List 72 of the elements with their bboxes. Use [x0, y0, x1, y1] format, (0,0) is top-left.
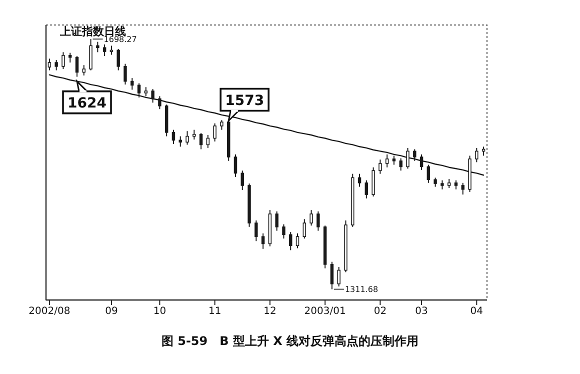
candlestick	[186, 130, 189, 146]
candlestick	[310, 210, 313, 226]
chart-title: 上证指数日线	[59, 25, 126, 38]
candlestick	[62, 52, 65, 70]
candlestick	[116, 48, 120, 71]
candlestick	[130, 78, 134, 90]
candlestick	[240, 170, 244, 190]
candlestick	[440, 180, 444, 190]
candlestick	[337, 266, 340, 287]
x-tick-label: 03	[415, 306, 428, 317]
candlestick	[144, 86, 148, 97]
annotation: 1624	[68, 95, 107, 112]
candlestick	[364, 180, 368, 199]
candlestick	[426, 164, 430, 184]
x-tick-label: 02	[374, 306, 387, 317]
candlestick	[378, 159, 382, 174]
candlestick	[220, 120, 224, 130]
candlestick	[434, 177, 437, 188]
caption: 图 5-59 B 型上升 X 线对反弹高点的压制作用	[161, 334, 419, 348]
candlestick	[385, 154, 389, 168]
candlestick	[213, 122, 216, 142]
candlestick	[413, 148, 416, 162]
annotation: 1698.27	[104, 35, 137, 44]
candlestick	[475, 147, 478, 163]
candlestick	[261, 232, 265, 250]
x-tick-label: 11	[208, 306, 222, 317]
candlestick	[302, 218, 306, 240]
candlestick	[461, 182, 464, 196]
candlestick	[96, 41, 100, 53]
callout: 1624	[62, 79, 112, 114]
candlestick	[316, 210, 320, 232]
candlestick	[158, 96, 162, 110]
candlestick	[454, 180, 458, 190]
x-tick-label: 2003/01	[304, 306, 346, 317]
candlestick	[406, 147, 410, 170]
candlestick	[124, 63, 127, 86]
candlestick	[392, 155, 396, 166]
candlestick	[330, 261, 334, 290]
candlestick	[234, 154, 238, 178]
x-tick-label: 12	[264, 306, 276, 317]
candlestick	[172, 129, 176, 145]
callout: 1573	[220, 88, 270, 124]
candlestick	[482, 146, 486, 156]
annotation: 1573	[225, 92, 264, 109]
candlestick	[68, 52, 72, 64]
candlestick	[282, 224, 286, 240]
candlestick	[420, 154, 424, 170]
candlestick	[82, 64, 86, 76]
candlestick	[254, 220, 258, 242]
candlestick	[199, 132, 203, 150]
annotation: 1311.68	[344, 285, 378, 294]
candlestick	[358, 173, 362, 188]
candlestick	[372, 166, 375, 197]
candlestick	[192, 129, 196, 140]
candlestick	[54, 59, 58, 71]
x-tick-label: 10	[153, 306, 166, 317]
x-tick-label: 2002/08	[28, 306, 70, 317]
candlestick	[89, 38, 92, 71]
candlestick	[110, 45, 114, 56]
candlestick	[399, 158, 402, 172]
candlestick	[151, 88, 154, 104]
candlestick	[289, 232, 292, 251]
candlestick	[206, 134, 210, 148]
candlestick	[275, 210, 278, 232]
candlestick	[102, 44, 106, 57]
candlestick	[178, 136, 182, 148]
candlestick	[447, 178, 451, 189]
x-tick-label: 09	[105, 306, 118, 317]
candlestick	[75, 56, 79, 78]
x-tick-label: 04	[470, 306, 484, 317]
candlestick	[296, 232, 300, 249]
candlestick	[137, 82, 141, 98]
